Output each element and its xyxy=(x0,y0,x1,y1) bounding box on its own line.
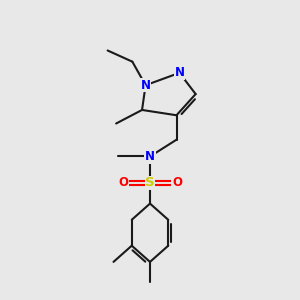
Text: N: N xyxy=(141,79,151,92)
Text: O: O xyxy=(118,176,128,190)
Text: N: N xyxy=(174,66,184,80)
Text: O: O xyxy=(172,176,182,190)
Text: N: N xyxy=(145,150,155,163)
Text: S: S xyxy=(145,176,155,190)
